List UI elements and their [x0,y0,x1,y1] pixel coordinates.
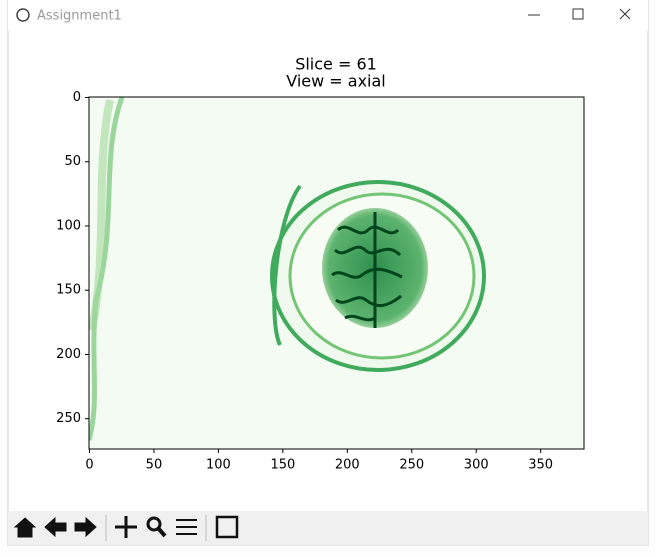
home-button[interactable] [13,517,37,538]
forward-button[interactable] [74,516,97,538]
close-button[interactable] [619,8,631,20]
title-bar [8,0,648,30]
zoom-handle [156,526,167,538]
y-tick-label: 100 [56,218,81,233]
x-tick-label: 200 [335,458,360,473]
y-tick-label: 250 [56,411,81,426]
axes-frame [88,96,585,450]
skull-edge [272,184,302,346]
x-tick-label: 0 [85,458,93,473]
x-tick-label: 350 [528,458,553,473]
back-button[interactable] [44,516,67,538]
pan-button[interactable] [115,516,137,538]
chart-title: Slice = 61 [295,55,377,74]
y-tick-label: 150 [56,283,81,298]
image [89,97,584,449]
x-tick-label: 150 [270,458,295,473]
y-tick-label: 50 [64,154,81,169]
zoom-button[interactable] [146,516,162,532]
save-button[interactable] [215,515,239,539]
y-tick-label: 0 [73,90,81,105]
chart-subtitle: View = axial [286,72,386,91]
window-title: Assignment1 [37,9,122,24]
y-tick-label: 200 [56,347,81,362]
app-icon [16,8,30,22]
brain-folds [331,212,403,328]
x-tick-label: 50 [146,458,163,473]
x-tick-label: 100 [206,458,231,473]
configure-button[interactable] [176,519,197,535]
x-tick-label: 250 [399,458,424,473]
maximize-button[interactable] [572,8,584,20]
x-tick-label: 300 [464,458,489,473]
left-tissue [89,99,114,331]
toolbar [8,511,648,545]
